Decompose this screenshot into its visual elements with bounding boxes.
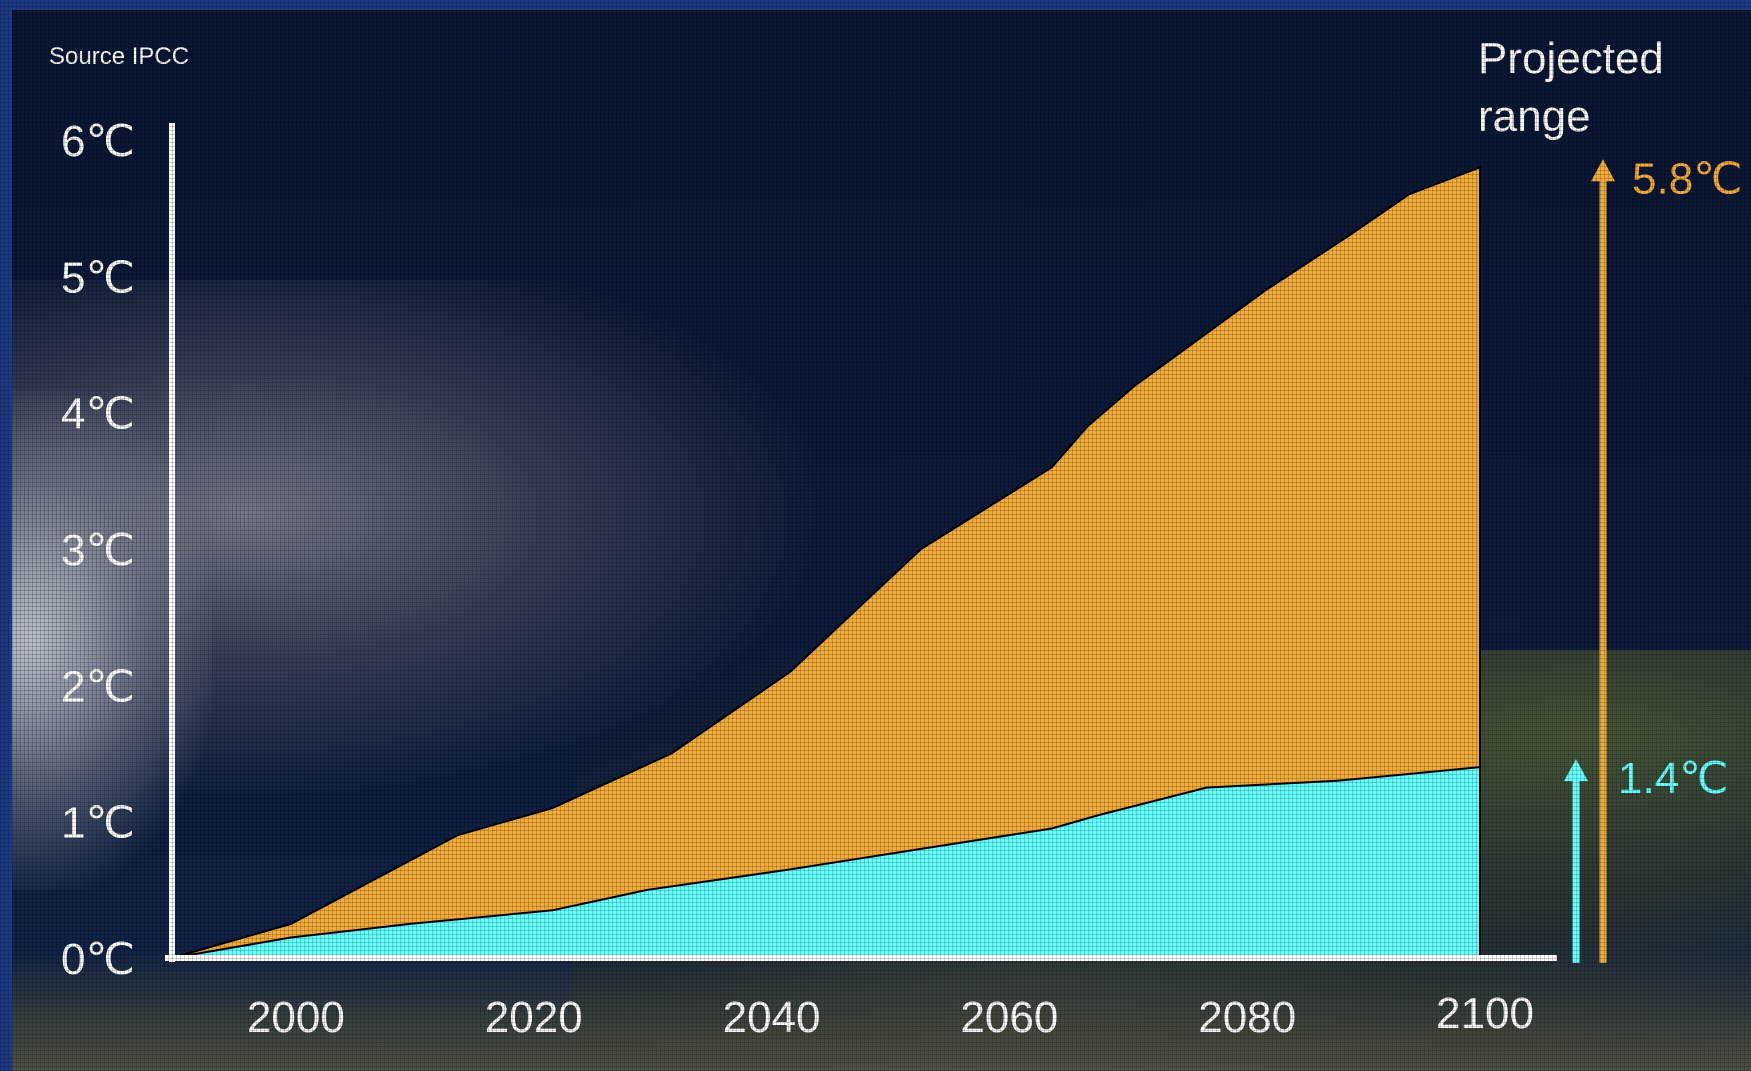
x-tick-labels: 2000 2020 2040 2060 2080 2100 [247, 989, 1534, 1042]
upper-range-area [171, 165, 1481, 959]
x-tick-label: 2020 [485, 993, 583, 1042]
x-tick-label: 2100 [1436, 989, 1534, 1038]
y-tick-label: 5℃ [61, 253, 135, 302]
projected-range-title-line2: range [1478, 92, 1591, 141]
x-tick-label: 2000 [247, 993, 345, 1042]
low-range-value-label: 1.4℃ [1618, 754, 1729, 803]
y-tick-label: 1℃ [61, 799, 135, 848]
y-tick-label: 3℃ [61, 526, 135, 575]
x-tick-label: 2060 [960, 993, 1058, 1042]
source-label: Source IPCC [49, 43, 189, 70]
lower-range-area [171, 765, 1481, 959]
y-tick-label: 4℃ [61, 390, 135, 439]
high-range-arrow-head [1591, 159, 1615, 182]
y-tick-labels: 0℃ 1℃ 2℃ 3℃ 4℃ 5℃ 6℃ [61, 117, 135, 984]
y-tick-label: 2℃ [61, 662, 135, 711]
x-tick-label: 2080 [1198, 993, 1296, 1042]
x-tick-label: 2040 [723, 993, 821, 1042]
projected-range-title: Projected range [1478, 34, 1676, 141]
cloud-highlight-image [12, 390, 212, 890]
low-range-arrow-head [1564, 759, 1588, 782]
y-tick-label: 6℃ [61, 117, 135, 166]
projected-range-title-line1: Projected [1478, 34, 1664, 83]
range-arrows: 5.8℃ 1.4℃ [1564, 154, 1743, 963]
y-tick-label: 0℃ [61, 935, 135, 984]
high-range-value-label: 5.8℃ [1632, 154, 1743, 203]
ground-image [12, 950, 1751, 1071]
